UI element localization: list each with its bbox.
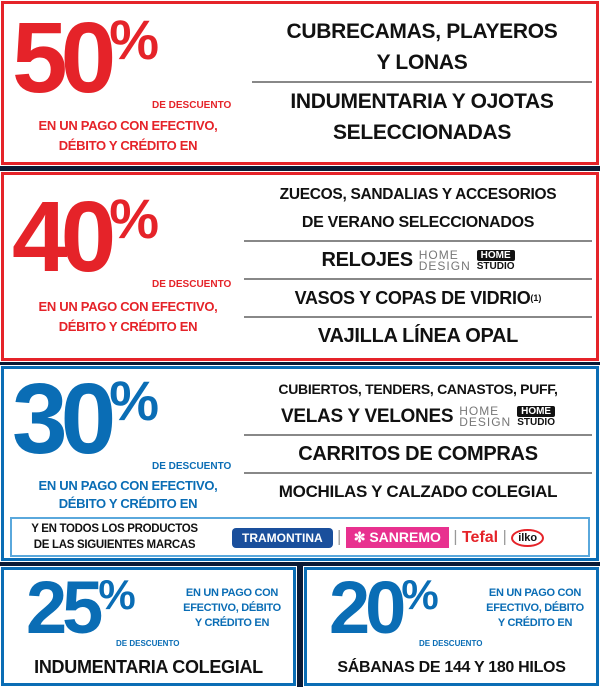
divider xyxy=(244,240,592,242)
discount-50: 50% xyxy=(12,8,159,108)
item: SÁBANAS DE 144 Y 180 HILOS xyxy=(307,652,596,683)
discount-40: 40% xyxy=(12,187,159,287)
divider xyxy=(252,81,592,83)
item-label: INDUMENTARIA COLEGIAL xyxy=(34,657,263,677)
discount-number: 50 xyxy=(12,2,116,114)
item: CUBRECAMAS, PLAYEROS xyxy=(286,20,558,43)
payment-terms: EN UN PAGO CON EFECTIVO, DÉBITO Y CRÉDIT… xyxy=(4,297,252,337)
item: VAJILLA LÍNEA OPAL xyxy=(317,325,519,347)
item: CARRITOS DE COMPRAS xyxy=(298,443,538,465)
discount-number: 40 xyxy=(12,181,116,293)
item: VELAS Y VELONES xyxy=(281,406,454,427)
ilko-logo: ilko xyxy=(511,528,545,547)
divider xyxy=(244,472,592,474)
item: MOCHILAS Y CALZADO COLEGIAL xyxy=(278,482,558,501)
divider xyxy=(244,434,592,436)
home-studio-logo: HOME STUDIO xyxy=(517,405,555,428)
payment-line: EN UN PAGO CON EFECTIVO, xyxy=(38,299,218,314)
percent-sign: % xyxy=(98,571,136,618)
discount-30: 30% xyxy=(12,369,159,469)
promo-20-panel: 20% DE DESCUENTO EN UN PAGO CON EFECTIVO… xyxy=(303,566,600,687)
discount-label: DE DESCUENTO xyxy=(152,279,232,290)
payment-terms: EN UN PAGO CON EFECTIVO, DÉBITO Y CRÉDIT… xyxy=(4,116,252,156)
discount-number: 20 xyxy=(329,566,406,649)
home-design-logo: HOME DESIGN xyxy=(418,247,471,273)
percent-sign: % xyxy=(109,8,160,71)
payment-line: DÉBITO Y CRÉDITO EN xyxy=(58,319,198,334)
payment-line: EN UN PAGO CON xyxy=(488,587,582,599)
payment-line: EN UN PAGO CON EFECTIVO, xyxy=(38,478,218,493)
payment-line: DÉBITO Y CRÉDITO EN xyxy=(58,138,198,153)
discount-label: DE DESCUENTO xyxy=(116,639,180,648)
discount-number: 30 xyxy=(12,363,116,475)
payment-line: EFECTIVO, DÉBITO xyxy=(183,602,281,614)
home-studio-logo: HOME STUDIO xyxy=(476,249,515,272)
brand-name: SANREMO xyxy=(369,529,441,545)
item-list: CUBIERTOS, TENDERS, CANASTOS, PUFF, VELA… xyxy=(244,375,592,507)
brands-text: DE LAS SIGUIENTES MARCAS xyxy=(33,539,196,551)
payment-terms: EN UN PAGO CON EFECTIVO, DÉBITO Y CRÉDIT… xyxy=(170,586,294,631)
item: SELECCIONADAS xyxy=(332,121,512,144)
promo-30-panel: 30% DE DESCUENTO EN UN PAGO CON EFECTIVO… xyxy=(0,365,600,562)
tefal-logo: Tefal xyxy=(461,528,499,546)
promo-50-panel: 50% DE DESCUENTO EN UN PAGO CON EFECTIVO… xyxy=(0,0,600,166)
item-label: SÁBANAS DE 144 Y 180 HILOS xyxy=(337,659,566,676)
payment-line: EN UN PAGO CON EFECTIVO, xyxy=(38,118,218,133)
item: ZUECOS, SANDALIAS Y ACCESORIOS xyxy=(279,186,557,203)
item: VASOS Y COPAS DE VIDRIO xyxy=(294,288,531,308)
sanremo-logo: ✻ SANREMO xyxy=(345,527,449,548)
payment-line: Y CRÉDITO EN xyxy=(194,617,270,629)
item: RELOJES xyxy=(321,249,413,271)
payment-terms: EN UN PAGO CON EFECTIVO, DÉBITO Y CRÉDIT… xyxy=(4,477,252,513)
percent-sign: % xyxy=(401,571,439,618)
discount-label: DE DESCUENTO xyxy=(152,461,232,472)
payment-line: DÉBITO Y CRÉDITO EN xyxy=(58,496,198,511)
discount-label: DE DESCUENTO xyxy=(152,100,232,111)
home-design-logo: HOME DESIGN xyxy=(459,403,512,429)
item: DE VERANO SELECCIONADOS xyxy=(301,214,535,231)
item: INDUMENTARIA Y OJOTAS xyxy=(290,90,554,113)
payment-line: EN UN PAGO CON xyxy=(185,587,279,599)
payment-line: EFECTIVO, DÉBITO xyxy=(486,602,584,614)
discount-label: DE DESCUENTO xyxy=(419,639,483,648)
tramontina-logo: TRAMONTINA xyxy=(232,527,333,548)
footnote-marker: (1) xyxy=(530,293,542,303)
brands-text: Y EN TODOS LOS PRODUCTOS xyxy=(31,523,198,535)
item-list: CUBRECAMAS, PLAYEROS Y LONAS INDUMENTARI… xyxy=(252,16,592,148)
divider xyxy=(244,316,592,318)
discount-25: 25% xyxy=(26,571,136,645)
percent-sign: % xyxy=(109,187,160,250)
percent-sign: % xyxy=(109,369,160,432)
discount-20: 20% xyxy=(329,571,439,645)
brands-row: Y EN TODOS LOS PRODUCTOS DE LAS SIGUIENT… xyxy=(10,517,590,557)
item: CUBIERTOS, TENDERS, CANASTOS, PUFF, xyxy=(278,381,558,397)
payment-line: Y CRÉDITO EN xyxy=(497,617,573,629)
item: INDUMENTARIA COLEGIAL xyxy=(4,652,293,683)
promo-40-panel: 40% DE DESCUENTO EN UN PAGO CON EFECTIVO… xyxy=(0,171,600,362)
item: Y LONAS xyxy=(376,51,468,74)
divider xyxy=(244,278,592,280)
discount-number: 25 xyxy=(26,566,103,649)
item-list: ZUECOS, SANDALIAS Y ACCESORIOS DE VERANO… xyxy=(244,181,592,351)
promo-25-panel: 25% DE DESCUENTO EN UN PAGO CON EFECTIVO… xyxy=(0,566,297,687)
payment-terms: EN UN PAGO CON EFECTIVO, DÉBITO Y CRÉDIT… xyxy=(473,586,597,631)
